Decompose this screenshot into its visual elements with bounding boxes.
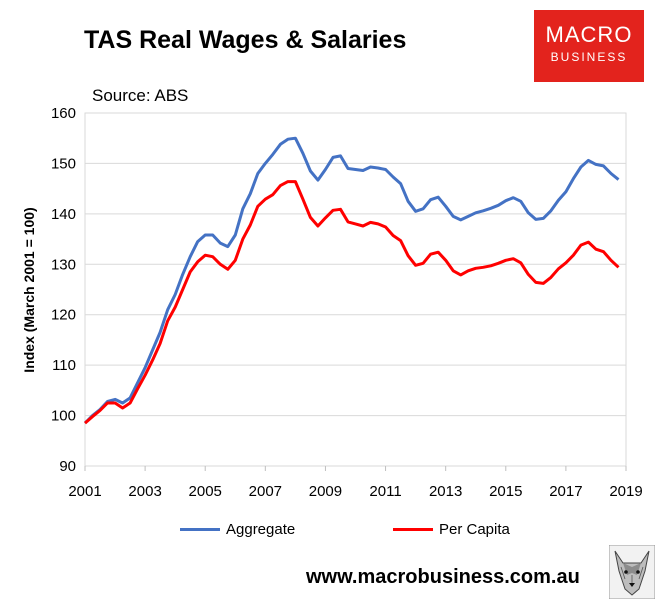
y-axis-label: Index (March 2001 = 100) [21,207,37,372]
legend-item-per-capita: Per Capita [393,521,510,538]
x-tick-label: 2013 [429,483,462,500]
plot-area [84,112,627,467]
x-tick-label: 2009 [309,483,342,500]
x-tick-label: 2007 [249,483,282,500]
x-tick-label: 2005 [189,483,222,500]
website-url: www.macrobusiness.com.au [306,566,580,588]
macrobusiness-logo: MACRO BUSINESS [534,10,644,82]
legend-item-aggregate: Aggregate [180,521,295,538]
x-tick-label: 2003 [128,483,161,500]
x-tick-label: 2017 [549,483,582,500]
x-tick-label: 2019 [609,483,642,500]
wolf-icon [609,545,655,599]
chart-title: TAS Real Wages & Salaries [84,26,407,54]
legend-label-per-capita: Per Capita [439,521,510,538]
y-tick-label: 120 [51,307,76,324]
gridlines [85,112,626,417]
series-line-aggregate [83,136,620,425]
y-tick-label: 150 [51,155,76,172]
series-lines [83,136,620,425]
legend-label-aggregate: Aggregate [226,521,296,538]
logo-line-2: BUSINESS [550,50,628,64]
y-tick-label: 130 [51,256,76,273]
y-tick-label: 110 [52,357,76,374]
x-axis-ticks: 2001 2003 2005 2007 2009 2011 2013 2015 2017 2019 [68,466,643,500]
x-tick-label: 2001 [68,483,101,500]
y-tick-label: 140 [51,206,76,223]
y-tick-label: 100 [51,408,76,425]
y-axis-ticks: 90 100 110 120 130 140 150 160 [51,105,76,475]
legend-swatch-per-capita [393,528,433,531]
logo-line-1: MACRO [545,22,633,47]
series-line-per-capita [84,180,620,425]
x-tick-label: 2015 [489,483,522,500]
y-tick-label: 90 [59,458,76,475]
chart-source: Source: ABS [92,86,189,105]
legend-swatch-aggregate [180,528,220,531]
x-tick-label: 2011 [369,483,401,500]
y-tick-label: 160 [51,105,76,122]
